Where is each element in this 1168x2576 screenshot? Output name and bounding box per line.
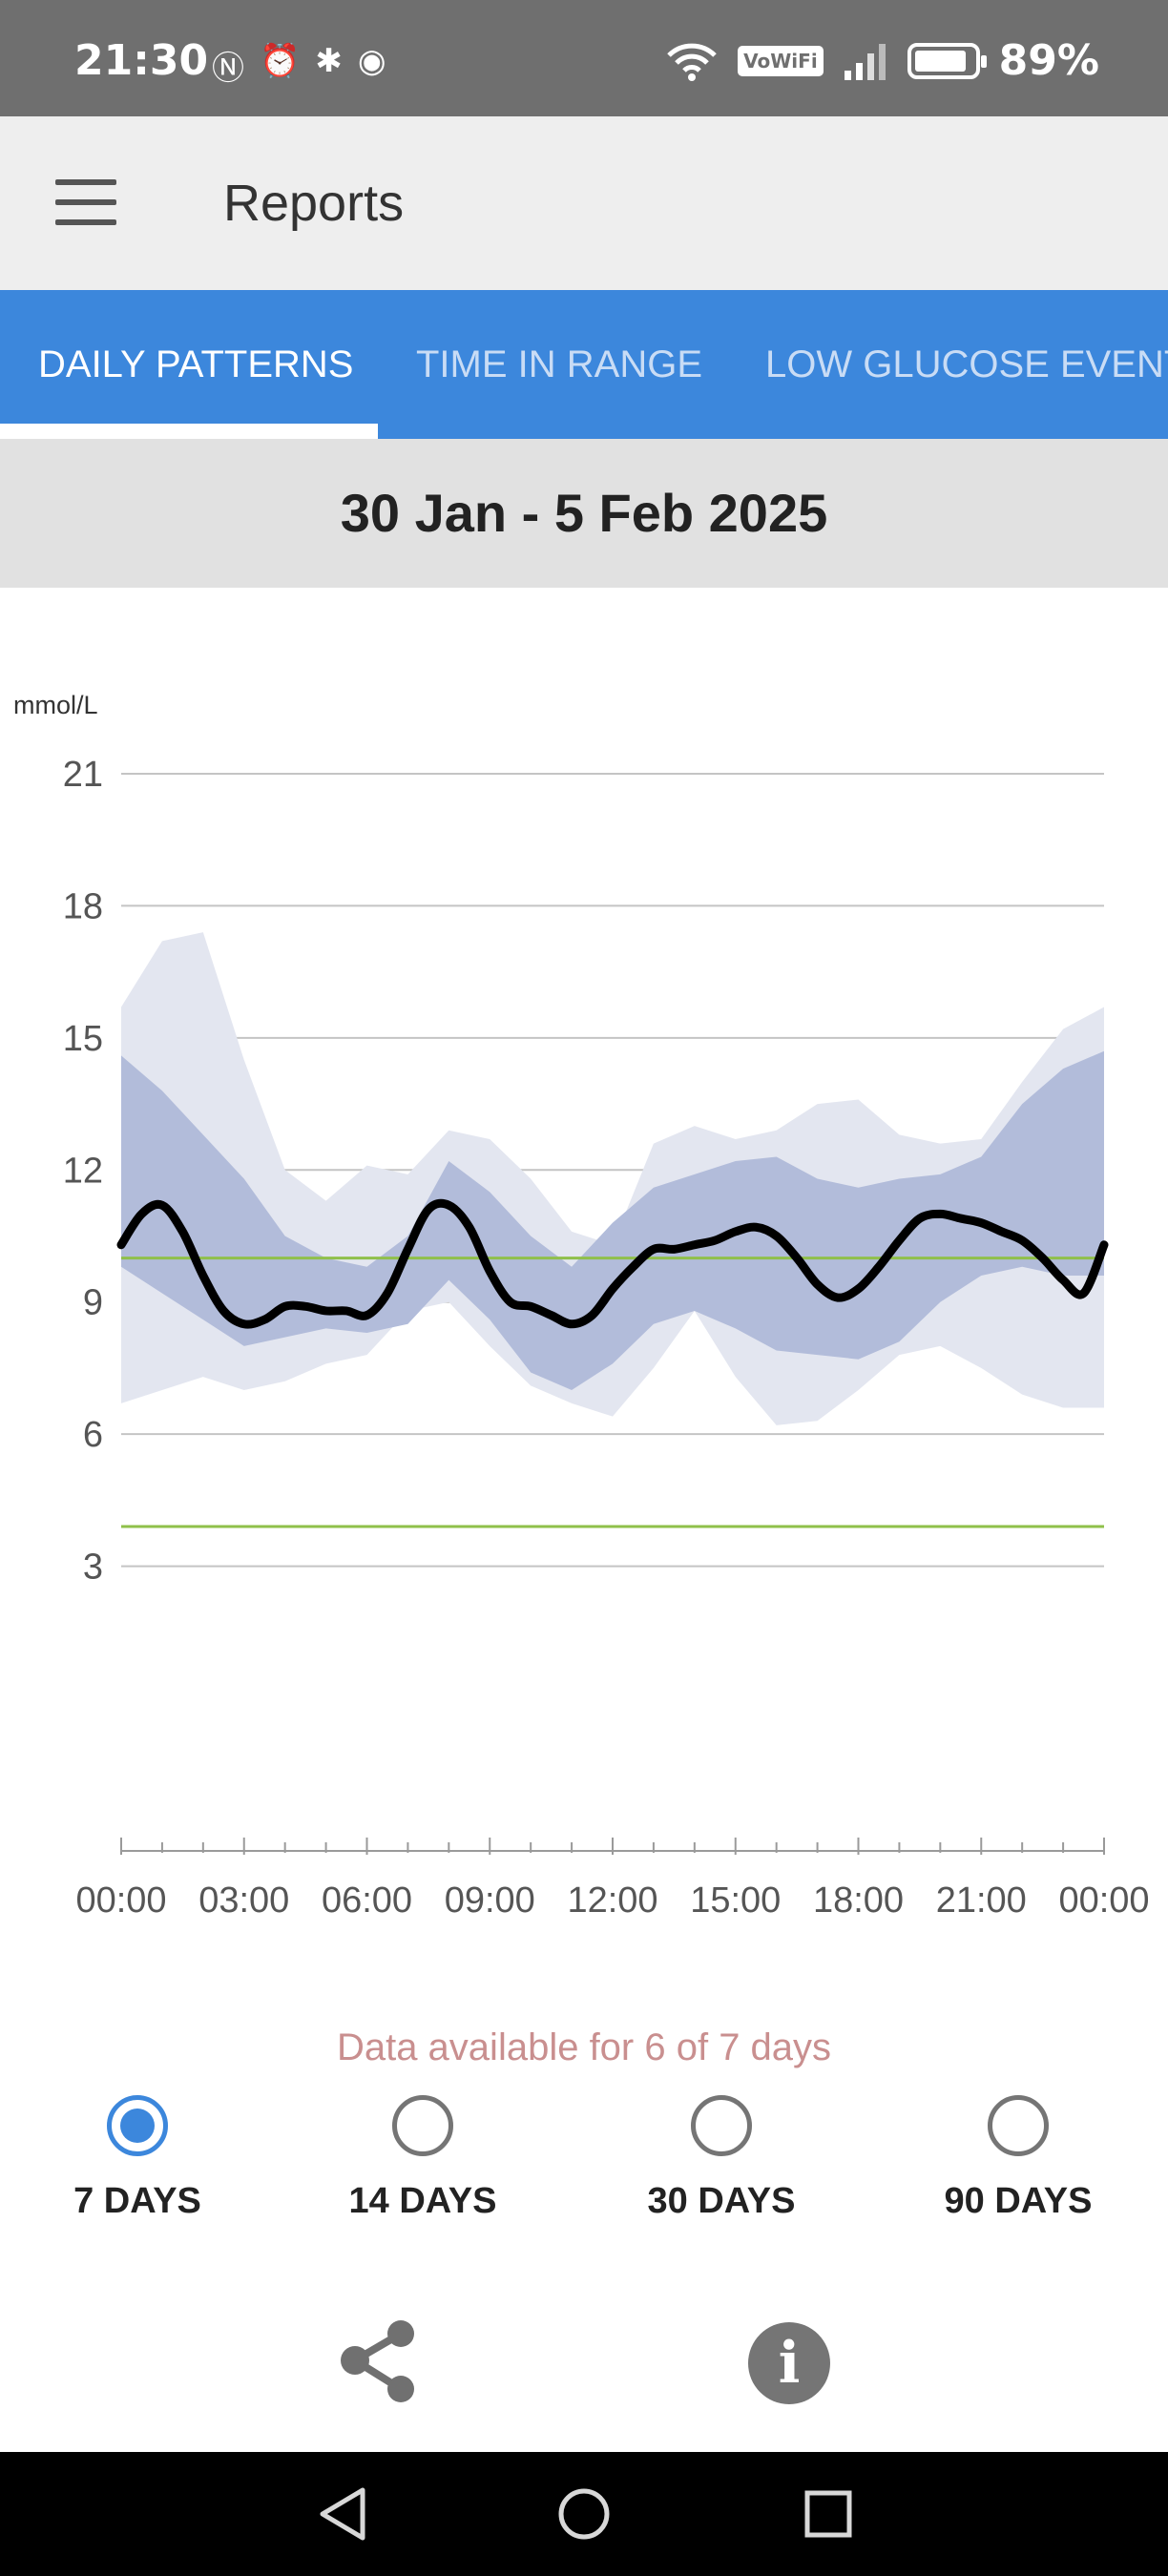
tab-time-in-range[interactable]: TIME IN RANGE — [416, 343, 703, 385]
alarm-icon: ⏰ — [260, 42, 301, 80]
home-icon[interactable] — [551, 2481, 617, 2547]
x-tick-label: 06:00 — [322, 1880, 412, 1921]
vowifi-badge: VoWiFi — [738, 45, 824, 76]
band-25-75 — [121, 1050, 1104, 1390]
x-tick-label: 09:00 — [445, 1880, 535, 1921]
page-title: Reports — [223, 175, 405, 232]
status-right-icons: VoWiFi 89% — [665, 36, 1099, 85]
period-label: 30 DAYS — [647, 2181, 796, 2221]
app-bar: Reports — [0, 116, 1168, 290]
x-tick-label: 15:00 — [690, 1880, 781, 1921]
x-axis: 00:00 03:00 06:00 09:00 12:00 15:00 18:00 21:00… — [75, 1838, 1150, 1921]
status-left-icons: Ⓝ ⏰ ✱ ◉ — [212, 42, 386, 89]
battery-icon — [907, 42, 987, 79]
chart-bands — [121, 932, 1104, 1425]
period-30-days[interactable]: 30 DAYS — [607, 2095, 836, 2222]
menu-icon[interactable] — [55, 179, 116, 225]
period-label: 14 DAYS — [348, 2181, 497, 2221]
radio-90-days[interactable] — [988, 2095, 1049, 2156]
y-tick-label: 6 — [83, 1415, 103, 1455]
battery-fill — [914, 50, 966, 72]
info-glyph: i — [778, 2330, 801, 2397]
back-icon[interactable] — [309, 2481, 376, 2547]
radio-14-days[interactable] — [392, 2095, 453, 2156]
wifi-icon — [667, 43, 717, 81]
y-tick-label: 9 — [83, 1283, 103, 1323]
target-range-lines — [121, 1257, 1104, 1528]
status-bar: 21:30 Ⓝ ⏰ ✱ ◉ VoWiFi 89% — [0, 0, 1168, 116]
radio-7-days[interactable] — [107, 2095, 168, 2156]
status-time: 21:30 — [74, 36, 209, 85]
record-icon: ◉ — [357, 42, 386, 80]
x-tick-label: 18:00 — [813, 1880, 904, 1921]
recents-icon[interactable] — [795, 2481, 862, 2547]
battery-percent: 89% — [998, 36, 1099, 85]
system-nav-bar — [0, 2452, 1168, 2576]
date-range: 30 Jan - 5 Feb 2025 — [0, 439, 1168, 588]
period-label: 7 DAYS — [73, 2181, 201, 2221]
period-14-days[interactable]: 14 DAYS — [308, 2095, 537, 2222]
y-tick-label: 3 — [83, 1548, 103, 1588]
x-tick-label: 03:00 — [198, 1880, 289, 1921]
x-tick-label: 12:00 — [567, 1880, 657, 1921]
x-tick-label: 00:00 — [75, 1880, 166, 1921]
nfc-icon: Ⓝ — [212, 50, 244, 88]
tab-bar: DAILY PATTERNS TIME IN RANGE LOW GLUCOSE… — [0, 290, 1168, 439]
signal-icon — [844, 43, 886, 80]
x-tick-label: 00:00 — [1058, 1880, 1149, 1921]
period-90-days[interactable]: 90 DAYS — [904, 2095, 1133, 2222]
bluetooth-icon: ✱ — [315, 42, 343, 80]
y-tick-label: 21 — [63, 755, 103, 795]
median-line — [116, 1198, 1109, 1329]
tab-indicator — [0, 424, 378, 439]
y-tick-label: 18 — [63, 886, 103, 926]
tab-low-glucose-events[interactable]: LOW GLUCOSE EVENTS — [765, 343, 1168, 385]
info-icon[interactable]: i — [748, 2322, 830, 2404]
period-label: 90 DAYS — [944, 2181, 1093, 2221]
chart-lines — [116, 1198, 1109, 1329]
x-tick-label: 21:00 — [936, 1880, 1027, 1921]
y-tick-label: 12 — [63, 1151, 103, 1191]
share-icon[interactable] — [338, 2318, 418, 2404]
y-tick-label: 15 — [63, 1019, 103, 1059]
radio-30-days[interactable] — [691, 2095, 752, 2156]
y-axis-label: mmol/L — [13, 691, 98, 719]
tab-daily-patterns[interactable]: DAILY PATTERNS — [38, 343, 354, 385]
data-availability-note: Data available for 6 of 7 days — [336, 2026, 832, 2068]
period-7-days[interactable]: 7 DAYS — [23, 2095, 252, 2222]
daily-patterns-chart: mmol/L 21 18 15 12 9 6 3 00:00 03:00 06:00 09:00 1… — [13, 691, 1150, 1921]
